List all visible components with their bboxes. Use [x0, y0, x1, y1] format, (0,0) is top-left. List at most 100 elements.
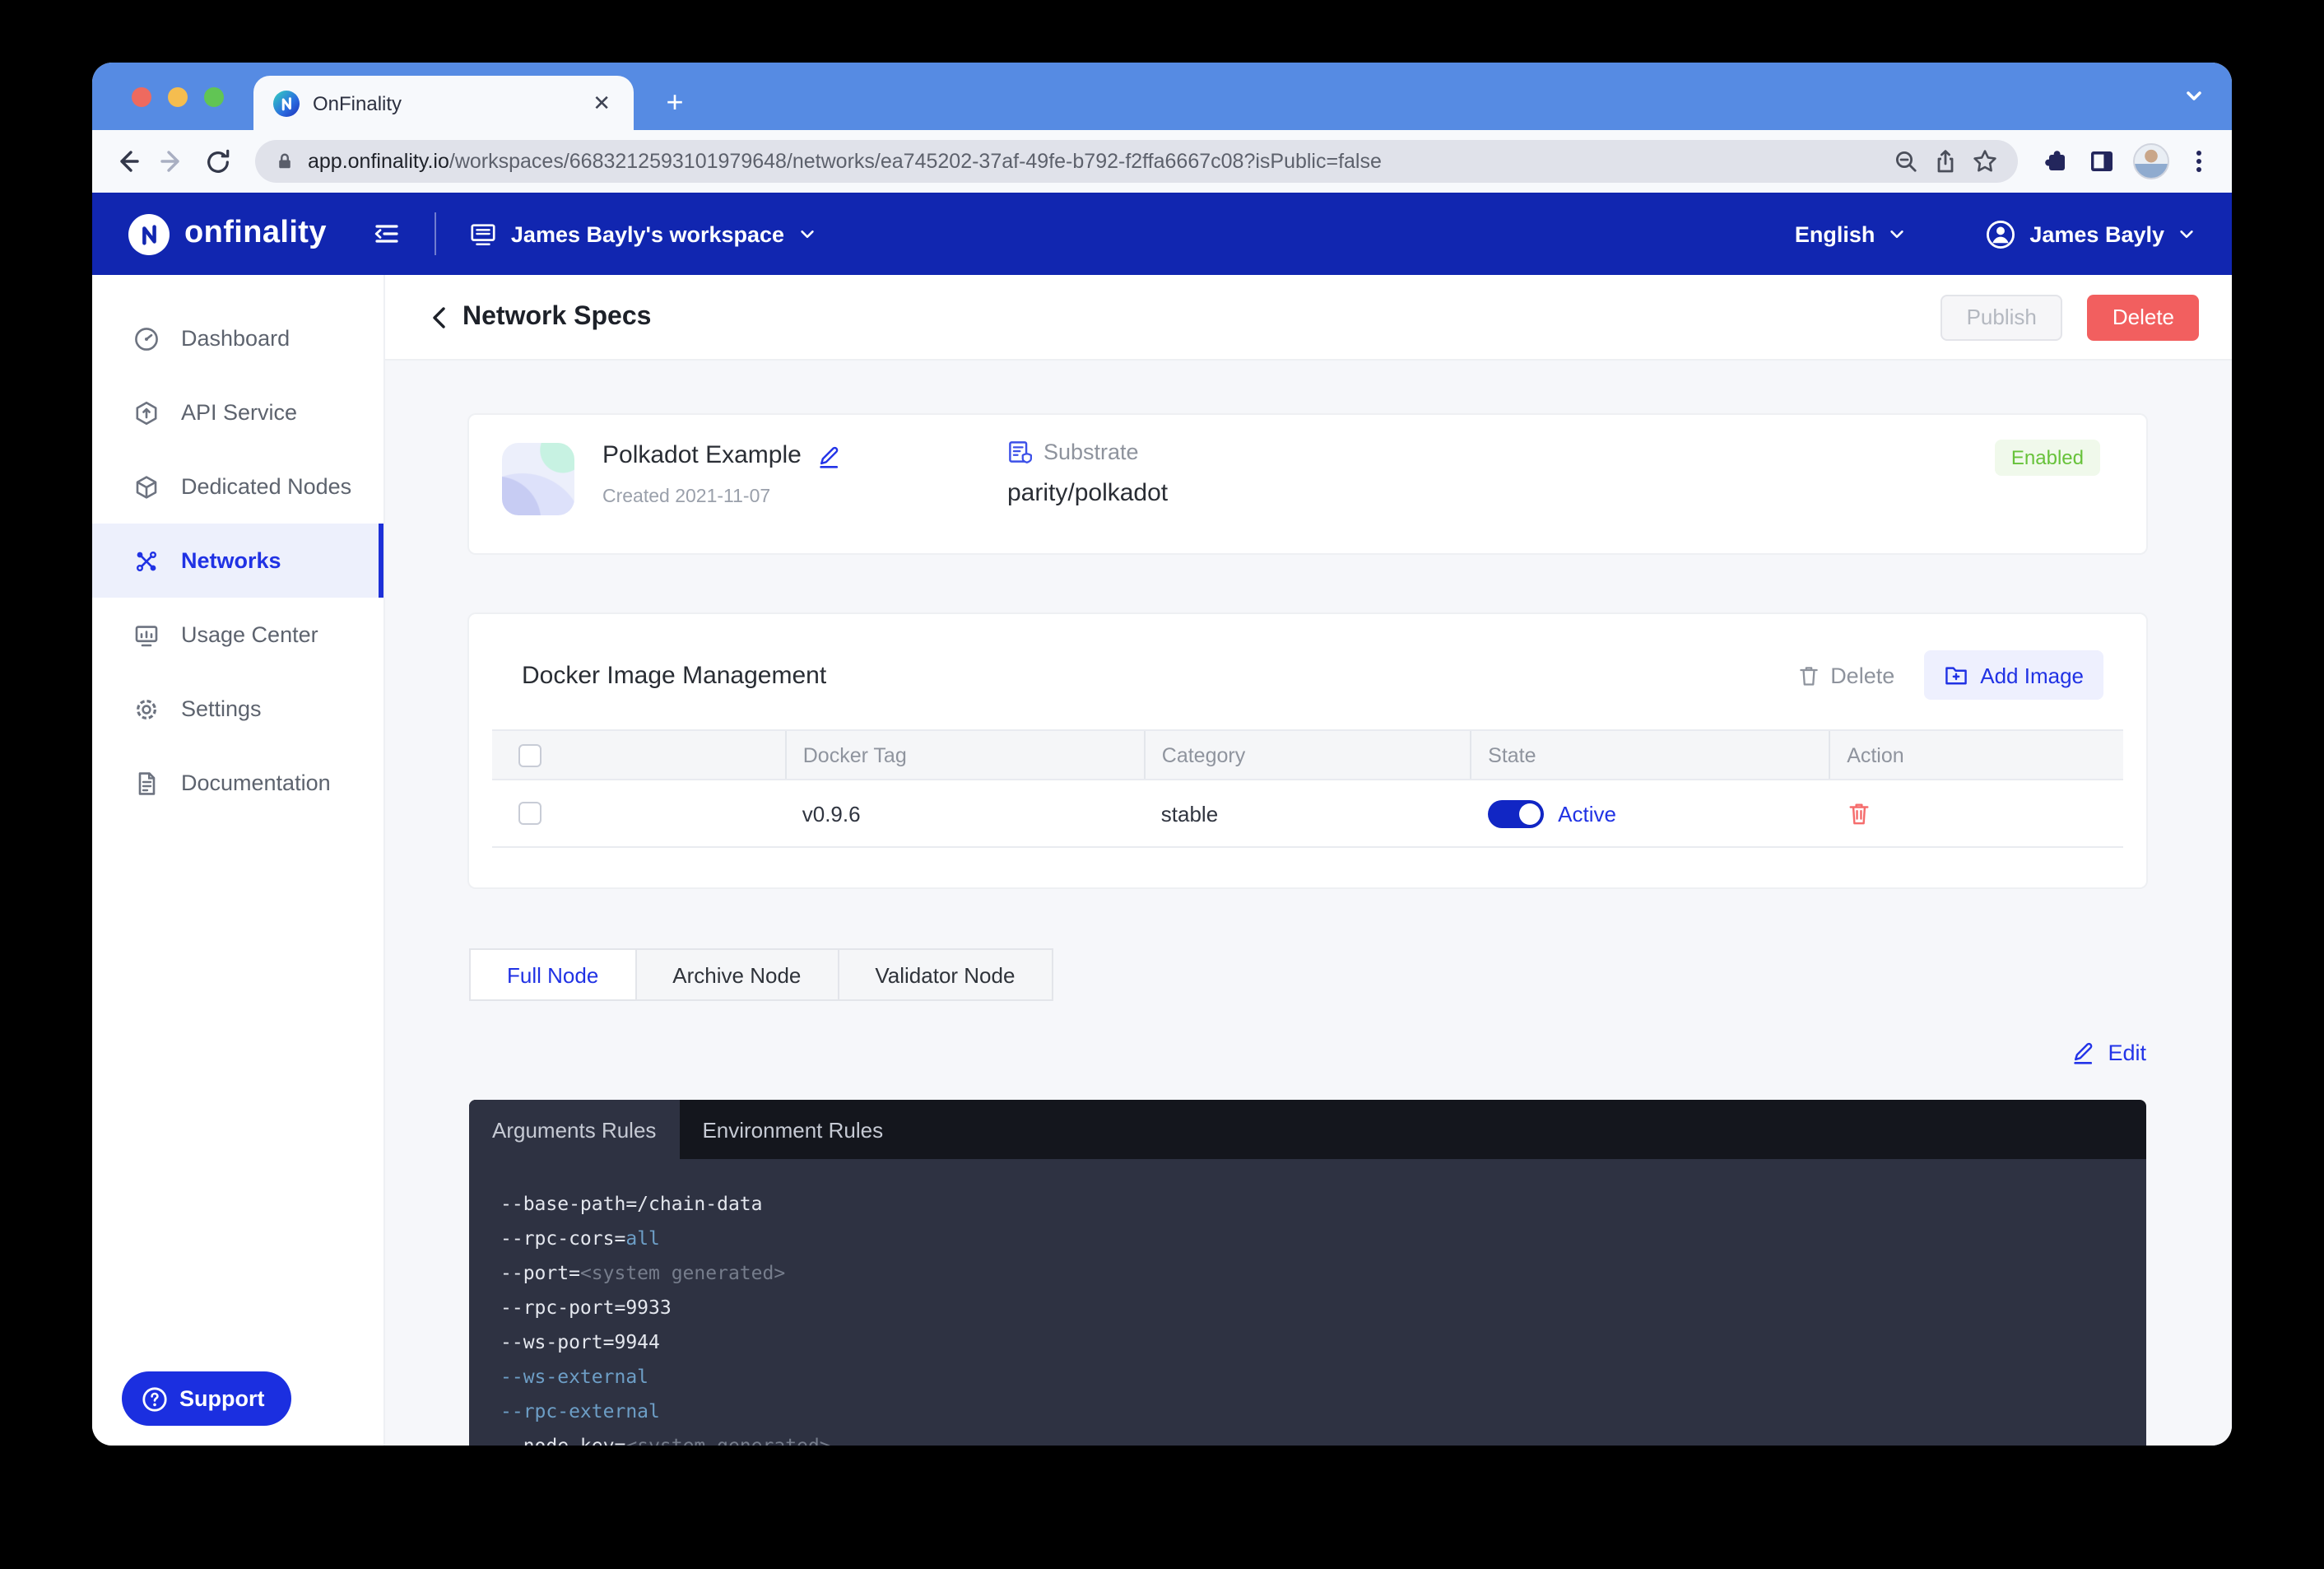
- support-label: Support: [179, 1386, 265, 1411]
- chevron-down-icon: [1890, 230, 1904, 238]
- app-navbar: onfinality James Bayly's workspace Engli…: [92, 193, 2232, 275]
- dedicated-nodes-icon: [136, 475, 157, 498]
- documentation-icon: [138, 771, 156, 794]
- column-action: Action: [1829, 729, 2123, 780]
- sidebar-item-dedicated-nodes[interactable]: Dedicated Nodes: [92, 449, 383, 524]
- main-area: Network Specs Publish Delete Polkadot Ex…: [385, 275, 2232, 1446]
- back-icon[interactable]: [112, 147, 142, 176]
- docker-image-table: Docker Tag Category State Action v0.9.6: [492, 729, 2123, 848]
- zoom-out-icon[interactable]: [1893, 148, 1919, 175]
- column-state: State: [1470, 729, 1830, 780]
- row-checkbox[interactable]: [518, 802, 541, 825]
- bookmark-star-icon[interactable]: [1972, 148, 1998, 175]
- user-menu[interactable]: James Bayly: [1985, 218, 2196, 249]
- sidebar-item-documentation[interactable]: Documentation: [92, 746, 383, 820]
- reload-icon[interactable]: [204, 147, 232, 175]
- edit-rules-button[interactable]: Edit: [469, 1039, 2146, 1065]
- sidebar-item-label: Documentation: [181, 771, 331, 795]
- url-path: /workspaces/6683212593101979648/networks…: [449, 150, 1382, 173]
- lock-icon[interactable]: [275, 151, 295, 171]
- brand-name: onfinality: [184, 216, 327, 250]
- toggle-knob: [1518, 803, 1541, 824]
- usage-center-icon: [135, 625, 158, 646]
- code-line: --rpc-port=9933: [500, 1296, 672, 1319]
- minimize-window-button[interactable]: [168, 87, 188, 107]
- sidebar-item-label: API Service: [181, 400, 298, 425]
- substrate-protocol-icon: [1009, 441, 1032, 463]
- edit-label: Edit: [2108, 1040, 2146, 1064]
- forward-icon[interactable]: [158, 147, 188, 176]
- maximize-window-button[interactable]: [204, 87, 224, 107]
- page-title: Network Specs: [462, 302, 652, 330]
- protocol-label: Substrate: [1043, 440, 1139, 464]
- url-bar[interactable]: app.onfinality.io/workspaces/66832125931…: [255, 140, 2018, 183]
- browser-menu-icon[interactable]: [2186, 148, 2212, 175]
- share-icon[interactable]: [1932, 148, 1959, 175]
- docker-tag-cell: v0.9.6: [785, 780, 1145, 848]
- select-all-checkbox[interactable]: [518, 743, 541, 766]
- sidebar-item-label: Dedicated Nodes: [181, 474, 352, 499]
- node-type-tabs: Full Node Archive Node Validator Node: [469, 948, 2146, 1001]
- browser-tab[interactable]: OnFinality ✕: [253, 76, 634, 130]
- tab-arguments-rules[interactable]: Arguments Rules: [469, 1100, 680, 1159]
- workspace-name: James Bayly's workspace: [510, 221, 785, 246]
- code-line: --ws-port=9944: [500, 1330, 660, 1353]
- chevron-down-icon: [800, 230, 813, 238]
- network-name: Polkadot Example: [602, 441, 802, 469]
- language-label: English: [1794, 221, 1875, 246]
- tab-archive-node[interactable]: Archive Node: [634, 948, 839, 1001]
- tab-search-chevron-icon[interactable]: [2182, 84, 2205, 107]
- language-selector[interactable]: English: [1795, 221, 1907, 246]
- delete-image-button[interactable]: Delete: [1797, 663, 1894, 687]
- sidebar-item-label: Usage Center: [181, 622, 318, 647]
- add-image-button[interactable]: Add Image: [1924, 650, 2103, 700]
- rules-code-card: Arguments Rules Environment Rules --base…: [469, 1100, 2146, 1446]
- tab-close-icon[interactable]: ✕: [593, 91, 611, 115]
- rules-tabs: Arguments Rules Environment Rules: [469, 1100, 2146, 1159]
- support-button[interactable]: Support: [122, 1371, 291, 1426]
- tab-environment-rules[interactable]: Environment Rules: [702, 1117, 884, 1142]
- code-line: --rpc-cors=all: [500, 1227, 660, 1250]
- docker-image-card: Docker Image Management Delete Add Image: [469, 614, 2146, 887]
- edit-name-pen-icon[interactable]: [816, 442, 841, 468]
- sidebar-item-label: Dashboard: [181, 326, 290, 351]
- side-panel-icon[interactable]: [2087, 147, 2117, 176]
- sidebar-item-label: Settings: [181, 696, 262, 721]
- delete-row-trash-icon[interactable]: [1846, 800, 1871, 826]
- sidebar-collapse-icon[interactable]: [373, 219, 402, 249]
- networks-icon: [136, 550, 157, 571]
- url-domain: app.onfinality.io: [308, 150, 449, 173]
- onfinality-logo[interactable]: onfinality: [128, 213, 327, 254]
- trash-icon: [1800, 666, 1818, 685]
- browser-tab-strip: OnFinality ✕ +: [92, 63, 2232, 130]
- tab-full-node[interactable]: Full Node: [469, 948, 637, 1001]
- sidebar-item-dashboard[interactable]: Dashboard: [92, 301, 383, 375]
- network-info-card: Polkadot Example Created 2021-11-07 Subs…: [469, 415, 2146, 553]
- sidebar-item-usage-center[interactable]: Usage Center: [92, 598, 383, 672]
- chevron-down-icon: [2180, 230, 2193, 238]
- sidebar-item-api-service[interactable]: API Service: [92, 375, 383, 449]
- new-tab-button[interactable]: +: [666, 85, 684, 118]
- browser-window: OnFinality ✕ + app.onfinali: [92, 63, 2232, 1446]
- docker-section-title: Docker Image Management: [522, 661, 827, 689]
- back-chevron-icon[interactable]: [430, 305, 448, 328]
- workspace-selector[interactable]: James Bayly's workspace: [470, 220, 816, 248]
- extensions-puzzle-icon[interactable]: [2041, 147, 2071, 176]
- sidebar-item-settings[interactable]: Settings: [92, 672, 383, 746]
- state-toggle[interactable]: [1487, 799, 1544, 827]
- code-line: --rpc-external: [500, 1399, 660, 1422]
- publish-button[interactable]: Publish: [1940, 294, 2063, 340]
- user-icon: [1987, 219, 2015, 249]
- user-name: James Bayly: [2029, 221, 2164, 246]
- tab-validator-node[interactable]: Validator Node: [837, 948, 1053, 1001]
- navbar-divider: [435, 212, 437, 255]
- close-window-button[interactable]: [132, 87, 151, 107]
- column-docker-tag: Docker Tag: [784, 729, 1145, 780]
- tab-title: OnFinality: [313, 91, 402, 114]
- edit-pen-icon: [2073, 1042, 2092, 1064]
- profile-avatar[interactable]: [2133, 143, 2169, 179]
- sidebar-item-networks[interactable]: Networks: [92, 524, 383, 598]
- delete-network-button[interactable]: Delete: [2087, 294, 2199, 340]
- window-controls: [132, 87, 224, 107]
